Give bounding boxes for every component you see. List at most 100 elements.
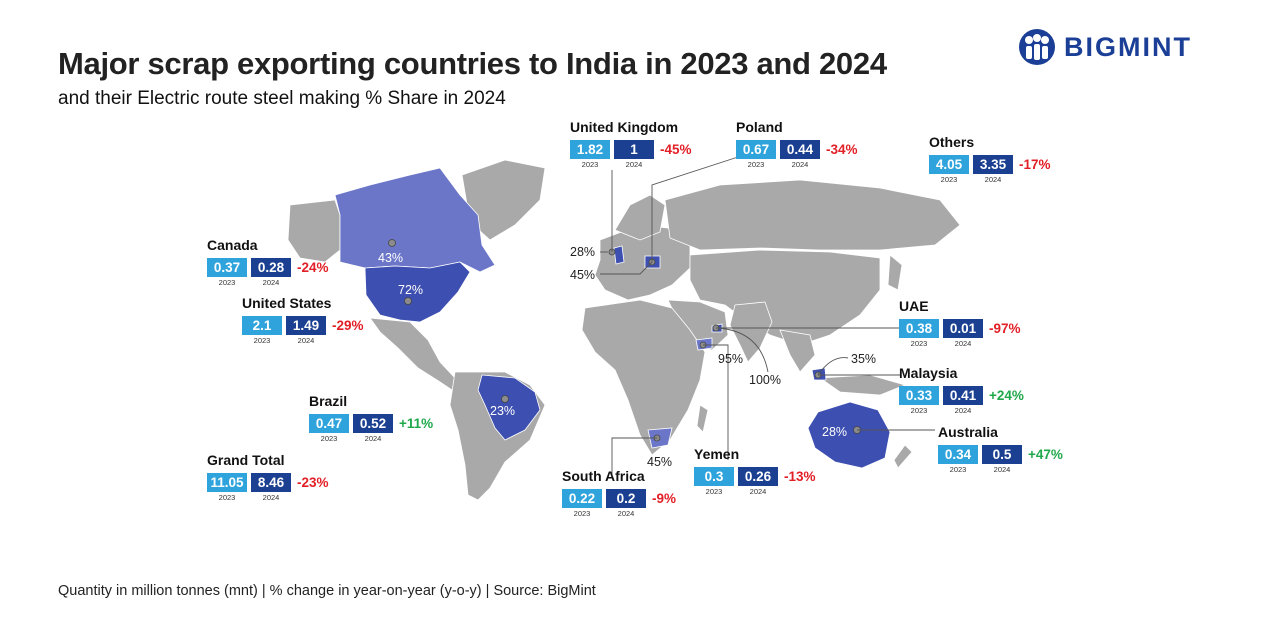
- year-label: 2024: [993, 465, 1011, 474]
- year-label: 2023: [320, 434, 338, 443]
- us-share: 72%: [398, 283, 424, 297]
- brand-logo: BIGMINT: [1018, 28, 1192, 66]
- value-2024: 3.35: [973, 155, 1013, 174]
- value-2024: 0.52: [353, 414, 393, 433]
- year-label: 2024: [297, 336, 315, 345]
- brazil-share: 23%: [490, 404, 516, 418]
- canada-block: Canada 0.37 0.28 -24% 2023 2024: [207, 236, 329, 287]
- brazil-marker: [501, 395, 509, 403]
- canada-marker: [388, 239, 396, 247]
- alaska-shape: [287, 199, 341, 263]
- year-label: 2024: [749, 487, 767, 496]
- footer-note: Quantity in million tonnes (mnt) | % cha…: [58, 583, 596, 599]
- change-pct: -17%: [1019, 157, 1051, 172]
- value-2023: 2.1: [242, 316, 282, 335]
- malaysia-share-line: [817, 357, 849, 376]
- logo-text: BIGMINT: [1064, 31, 1192, 62]
- value-2023: 4.05: [929, 155, 969, 174]
- year-label: 2024: [364, 434, 382, 443]
- change-pct: -24%: [297, 260, 329, 275]
- value-2023: 0.67: [736, 140, 776, 159]
- country-name: Brazil: [309, 393, 348, 409]
- year-label: 2024: [954, 406, 972, 415]
- year-label: 2024: [617, 509, 635, 518]
- value-2023: 0.22: [562, 489, 602, 508]
- year-label: 2024: [791, 160, 809, 169]
- uk-share: 28%: [570, 245, 596, 259]
- scandinavia-shape: [614, 194, 666, 241]
- change-pct: -45%: [660, 142, 692, 157]
- change-pct: +11%: [399, 416, 434, 431]
- south-africa-block: South Africa 0.22 0.2 -9% 2023 2024: [562, 467, 676, 518]
- change-pct: -34%: [826, 142, 858, 157]
- australia-share: 28%: [822, 425, 848, 439]
- change-pct: -23%: [297, 475, 329, 490]
- bigmint-logo-icon: [1019, 29, 1055, 65]
- united-states-shape: [364, 261, 471, 323]
- value-2024: 0.26: [738, 467, 778, 486]
- madagascar-shape: [696, 404, 709, 433]
- united-kingdom-shape: [613, 245, 625, 265]
- change-pct: +47%: [1028, 447, 1063, 462]
- australia-shape: [807, 401, 891, 469]
- year-label: 2023: [910, 406, 928, 415]
- value-2023: 0.38: [899, 319, 939, 338]
- year-label: 2023: [218, 493, 236, 502]
- change-pct: -9%: [652, 491, 677, 506]
- value-2024: 0.01: [943, 319, 983, 338]
- change-pct: +24%: [989, 388, 1024, 403]
- australia-block: Australia 0.34 0.5 +47% 2023 2024: [938, 423, 1063, 474]
- country-name: United Kingdom: [570, 119, 679, 135]
- poland-share-line: [600, 261, 653, 275]
- country-name: Malaysia: [899, 365, 958, 381]
- uae-share: 100%: [749, 373, 781, 387]
- russia-shape: [664, 179, 961, 251]
- value-2024: 1.49: [286, 316, 326, 335]
- yemen-share: 95%: [718, 352, 744, 366]
- year-label: 2023: [581, 160, 599, 169]
- value-2023: 0.33: [899, 386, 939, 405]
- year-label: 2023: [573, 509, 591, 518]
- change-pct: -97%: [989, 321, 1021, 336]
- country-name: South Africa: [562, 468, 645, 484]
- south-africa-share: 45%: [647, 455, 673, 469]
- country-name: Poland: [736, 119, 783, 135]
- year-label: 2023: [747, 160, 765, 169]
- others-block: Others 4.05 3.35 -17% 2023 2024: [929, 133, 1051, 184]
- country-name: Canada: [207, 237, 258, 253]
- malaysia-share: 35%: [851, 352, 877, 366]
- canada-shape: [334, 167, 496, 273]
- yemen-leader-line: [703, 344, 729, 460]
- country-name: Australia: [938, 424, 998, 440]
- country-name: Yemen: [694, 446, 740, 462]
- year-label: 2024: [625, 160, 643, 169]
- value-2024: 8.46: [251, 473, 291, 492]
- value-2023: 0.34: [938, 445, 978, 464]
- page-title: Major scrap exporting countries to India…: [58, 46, 887, 81]
- year-label: 2023: [949, 465, 967, 474]
- value-2024: 0.28: [251, 258, 291, 277]
- value-2024: 0.5: [982, 445, 1022, 464]
- change-pct: -29%: [332, 318, 364, 333]
- year-label: 2024: [984, 175, 1002, 184]
- uae-share-line: [715, 327, 769, 373]
- country-name: Others: [929, 134, 975, 150]
- south-africa-leader-line: [611, 437, 657, 478]
- value-2024: 0.2: [606, 489, 646, 508]
- year-label: 2023: [253, 336, 271, 345]
- value-2023: 0.47: [309, 414, 349, 433]
- malaysia-block: Malaysia 0.33 0.41 +24% 2023 2024: [899, 364, 1024, 415]
- uae-block: UAE 0.38 0.01 -97% 2023 2024: [899, 297, 1021, 348]
- value-2024: 1: [614, 140, 654, 159]
- africa-shape: [581, 299, 706, 456]
- country-name: UAE: [899, 298, 929, 314]
- year-label: 2023: [218, 278, 236, 287]
- year-label: 2023: [910, 339, 928, 348]
- page-subtitle: and their Electric route steel making % …: [58, 88, 506, 109]
- grand-total-block: Grand Total 11.05 8.46 -23% 2023 2024: [207, 451, 329, 502]
- value-2024: 0.44: [780, 140, 820, 159]
- country-name: United States: [242, 295, 332, 311]
- year-label: 2024: [262, 278, 280, 287]
- value-2023: 0.37: [207, 258, 247, 277]
